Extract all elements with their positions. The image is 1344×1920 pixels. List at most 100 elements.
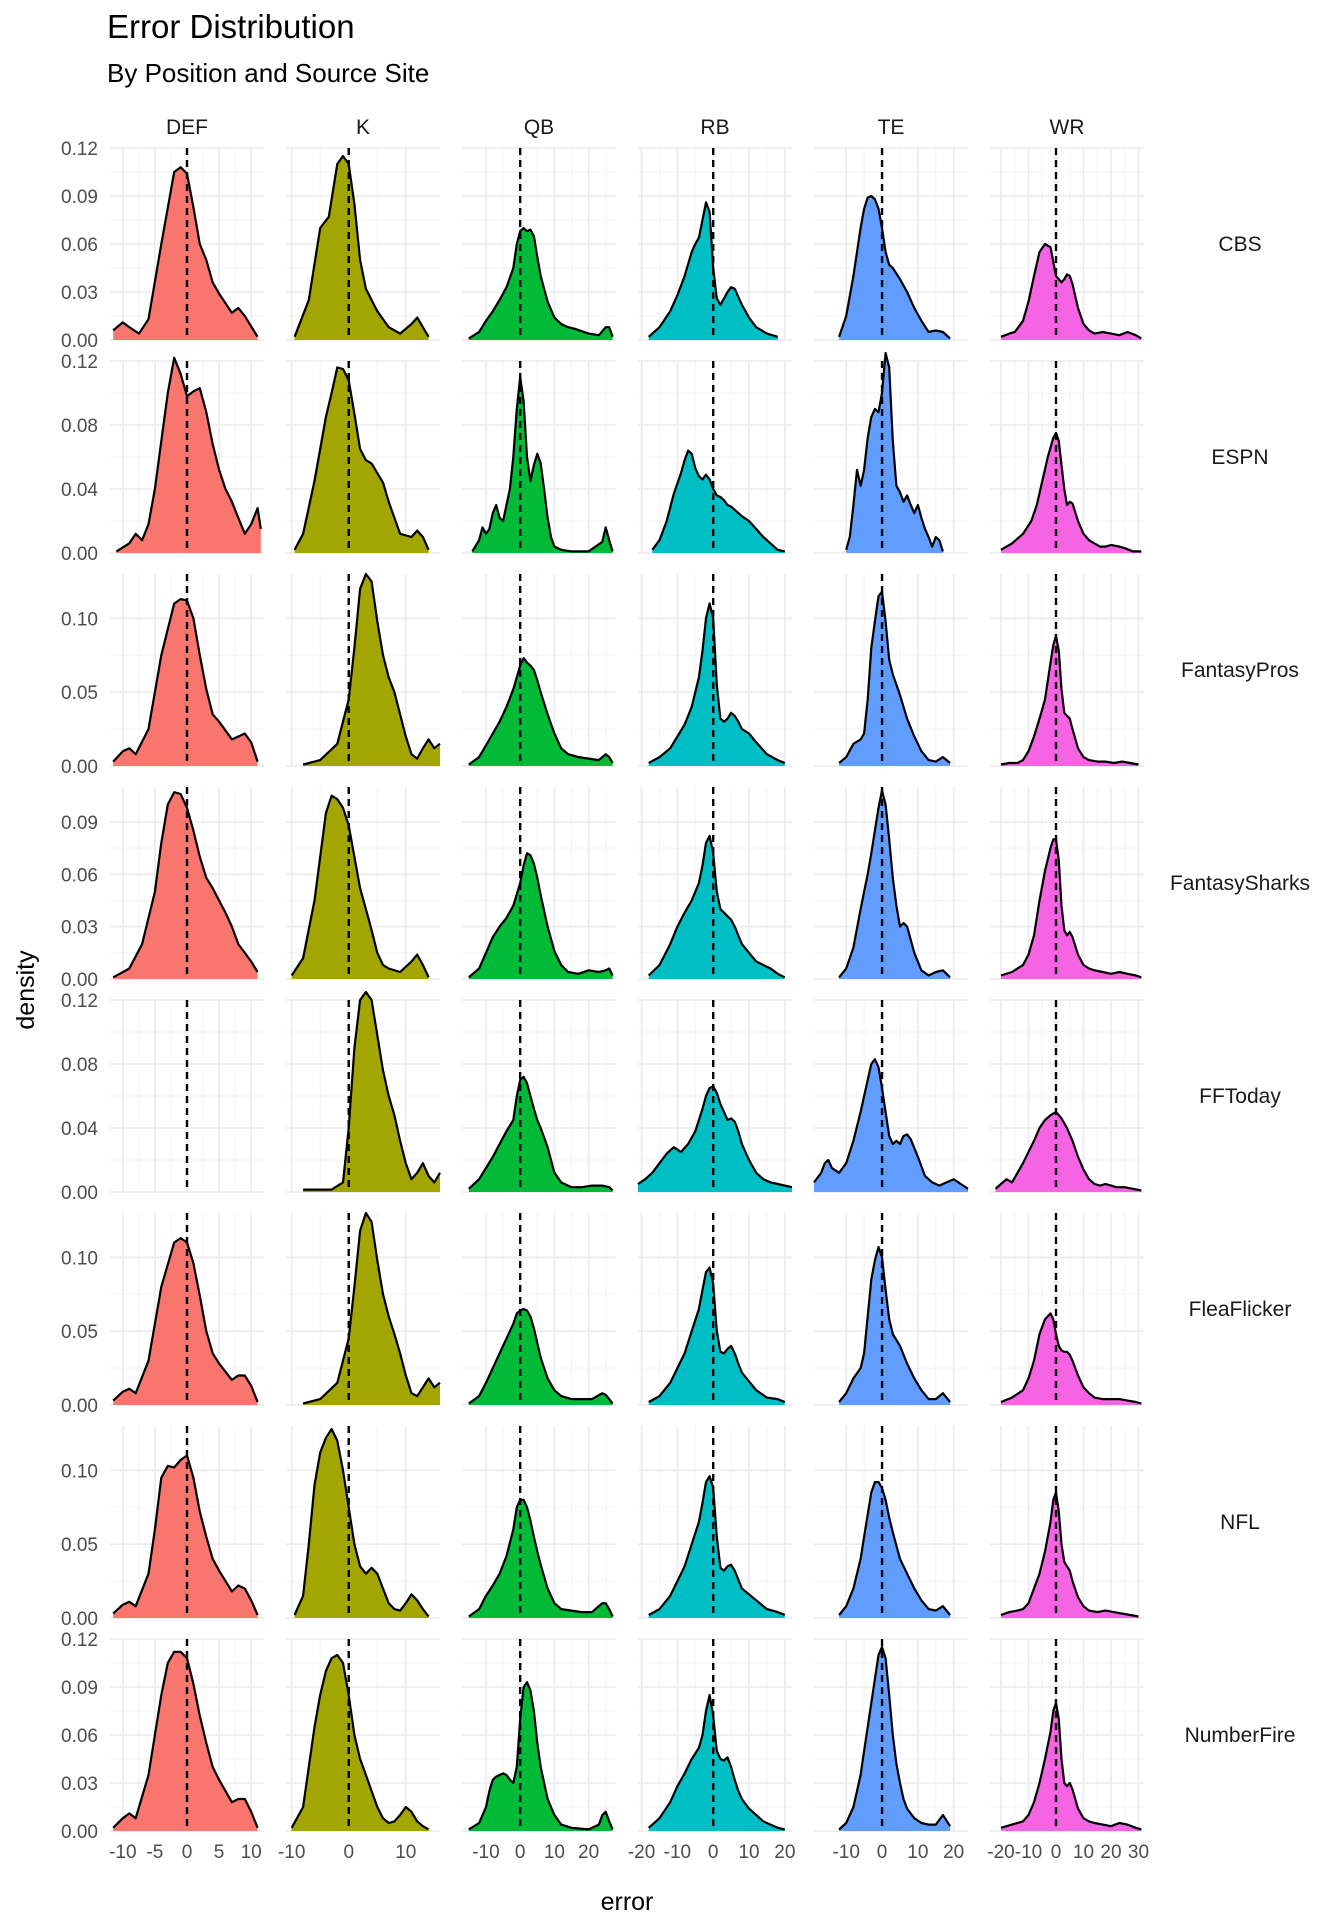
- y-tick-label: 0.00: [61, 757, 98, 778]
- panel-fantasysharks-wr: [990, 787, 1144, 980]
- strip-label-k: K: [356, 116, 370, 139]
- density-area-nfl-qb: [468, 1499, 613, 1618]
- panel-fftoday-rb: [637, 999, 793, 1193]
- panel-fantasypros-qb: [462, 574, 616, 767]
- panel-espn-rb: [638, 360, 792, 554]
- panel-espn-k: [286, 360, 440, 554]
- panel-fantasysharks-te: [814, 787, 968, 980]
- density-area-espn-def: [116, 357, 261, 553]
- strip-label-rb: RB: [700, 116, 729, 139]
- panel-fftoday-qb: [462, 999, 616, 1193]
- panel-cbs-rb: [638, 147, 792, 341]
- density-area-fleaflicker-k: [303, 1213, 440, 1405]
- panels-layer: DEF K QB RB TE WR CBS ESPN FantasyPros FantasySha…: [61, 116, 1310, 1863]
- x-tick-label: 10: [395, 1842, 416, 1863]
- density-area-espn-k: [294, 367, 429, 553]
- density-area-cbs-te: [839, 196, 951, 340]
- y-tick-label: 0.12: [61, 991, 98, 1012]
- density-area-nfl-def: [113, 1455, 258, 1618]
- density-line-fantasypros-qb: [468, 657, 614, 766]
- density-area-fftoday-wr: [995, 1112, 1142, 1192]
- y-tick-label: 0.04: [61, 1119, 98, 1140]
- y-tick-label: 0.08: [61, 1055, 98, 1076]
- x-tick-label: 0: [708, 1842, 719, 1863]
- density-line-fleaflicker-rb: [648, 1266, 786, 1404]
- y-tick-label: 0.00: [61, 544, 98, 565]
- x-tick-label: 0: [877, 1842, 888, 1863]
- panel-numberfire-wr: [990, 1638, 1144, 1832]
- density-area-fantasysharks-rb: [648, 835, 785, 979]
- y-tick-label: 0.06: [61, 235, 98, 256]
- density-line-fantasypros-rb: [648, 602, 786, 765]
- density-line-fftoday-wr: [994, 1110, 1142, 1192]
- y-tick-label: 0.00: [61, 1609, 98, 1630]
- y-tick-label: 0.06: [61, 865, 98, 886]
- density-area-numberfire-qb: [468, 1682, 613, 1831]
- panel-cbs-k: [286, 147, 440, 341]
- strip-label-fantasysharks: FantasySharks: [1170, 872, 1310, 895]
- density-line-cbs-qb: [468, 226, 614, 340]
- density-area-espn-rb: [652, 450, 785, 553]
- density-area-fantasysharks-k: [291, 795, 429, 979]
- density-line-fantasysharks-wr: [1000, 838, 1142, 979]
- x-tick-label: 0: [182, 1842, 193, 1863]
- density-line-nfl-rb: [648, 1475, 786, 1617]
- density-line-fleaflicker-te: [838, 1245, 951, 1403]
- panel-fleaflicker-def: [110, 1213, 264, 1406]
- density-line-nfl-te: [838, 1481, 951, 1616]
- density-line-numberfire-k: [290, 1653, 430, 1831]
- density-line-fftoday-qb: [468, 1075, 614, 1192]
- panel-numberfire-rb: [638, 1638, 792, 1832]
- density-line-numberfire-def: [112, 1650, 259, 1829]
- y-tick-label: 0.10: [61, 1461, 98, 1482]
- density-area-numberfire-rb: [648, 1695, 785, 1831]
- panel-fleaflicker-k: [286, 1211, 441, 1406]
- x-tick-label: -10: [278, 1842, 305, 1863]
- density-area-fleaflicker-def: [113, 1238, 258, 1405]
- x-tick-label: 0: [515, 1842, 526, 1863]
- density-line-fantasypros-te: [838, 590, 951, 764]
- panel-fantasysharks-qb: [462, 787, 616, 980]
- x-tick-label: -10: [664, 1842, 691, 1863]
- x-tick-label: 30: [1128, 1842, 1149, 1863]
- x-tick-label: 20: [943, 1842, 964, 1863]
- panel-fleaflicker-qb: [462, 1213, 616, 1406]
- x-tick-label: -5: [146, 1842, 163, 1863]
- density-line-espn-rb: [651, 449, 786, 553]
- panel-fleaflicker-rb: [638, 1213, 792, 1406]
- panel-nfl-rb: [638, 1426, 792, 1619]
- strip-label-def: DEF: [166, 116, 208, 139]
- density-area-fftoday-qb: [468, 1076, 613, 1192]
- strip-label-fantasypros: FantasyPros: [1181, 659, 1299, 682]
- x-tick-label: 20: [774, 1842, 795, 1863]
- panel-numberfire-qb: [462, 1638, 616, 1832]
- density-line-fleaflicker-k: [302, 1211, 441, 1405]
- x-tick-label: 10: [241, 1842, 262, 1863]
- density-line-nfl-k: [293, 1427, 430, 1618]
- y-tick-label: 0.03: [61, 918, 98, 939]
- y-tick-label: 0.00: [61, 970, 98, 991]
- chart-subtitle: By Position and Source Site: [107, 58, 429, 88]
- y-tick-label: 0.03: [61, 1774, 98, 1795]
- y-tick-label: 0.03: [61, 283, 98, 304]
- x-tick-label: 0: [1051, 1842, 1062, 1863]
- density-line-fantasypros-k: [302, 572, 441, 766]
- y-tick-label: 0.00: [61, 331, 98, 352]
- density-line-espn-qb: [471, 375, 614, 553]
- density-line-cbs-wr: [1000, 242, 1142, 340]
- density-area-numberfire-k: [291, 1655, 429, 1831]
- panel-espn-te: [814, 351, 968, 554]
- x-tick-label: -20: [987, 1842, 1014, 1863]
- y-tick-label: 0.00: [61, 1183, 98, 1204]
- density-area-nfl-te: [839, 1482, 951, 1618]
- density-area-espn-te: [846, 353, 943, 553]
- y-tick-label: 0.12: [61, 352, 98, 373]
- density-area-numberfire-te: [839, 1647, 951, 1831]
- x-tick-label: 20: [1100, 1842, 1121, 1863]
- x-tick-label: -10: [109, 1842, 136, 1863]
- y-tick-label: 0.00: [61, 1822, 98, 1843]
- y-tick-label: 0.09: [61, 187, 98, 208]
- density-area-fleaflicker-te: [839, 1247, 951, 1405]
- strip-label-espn: ESPN: [1211, 446, 1268, 469]
